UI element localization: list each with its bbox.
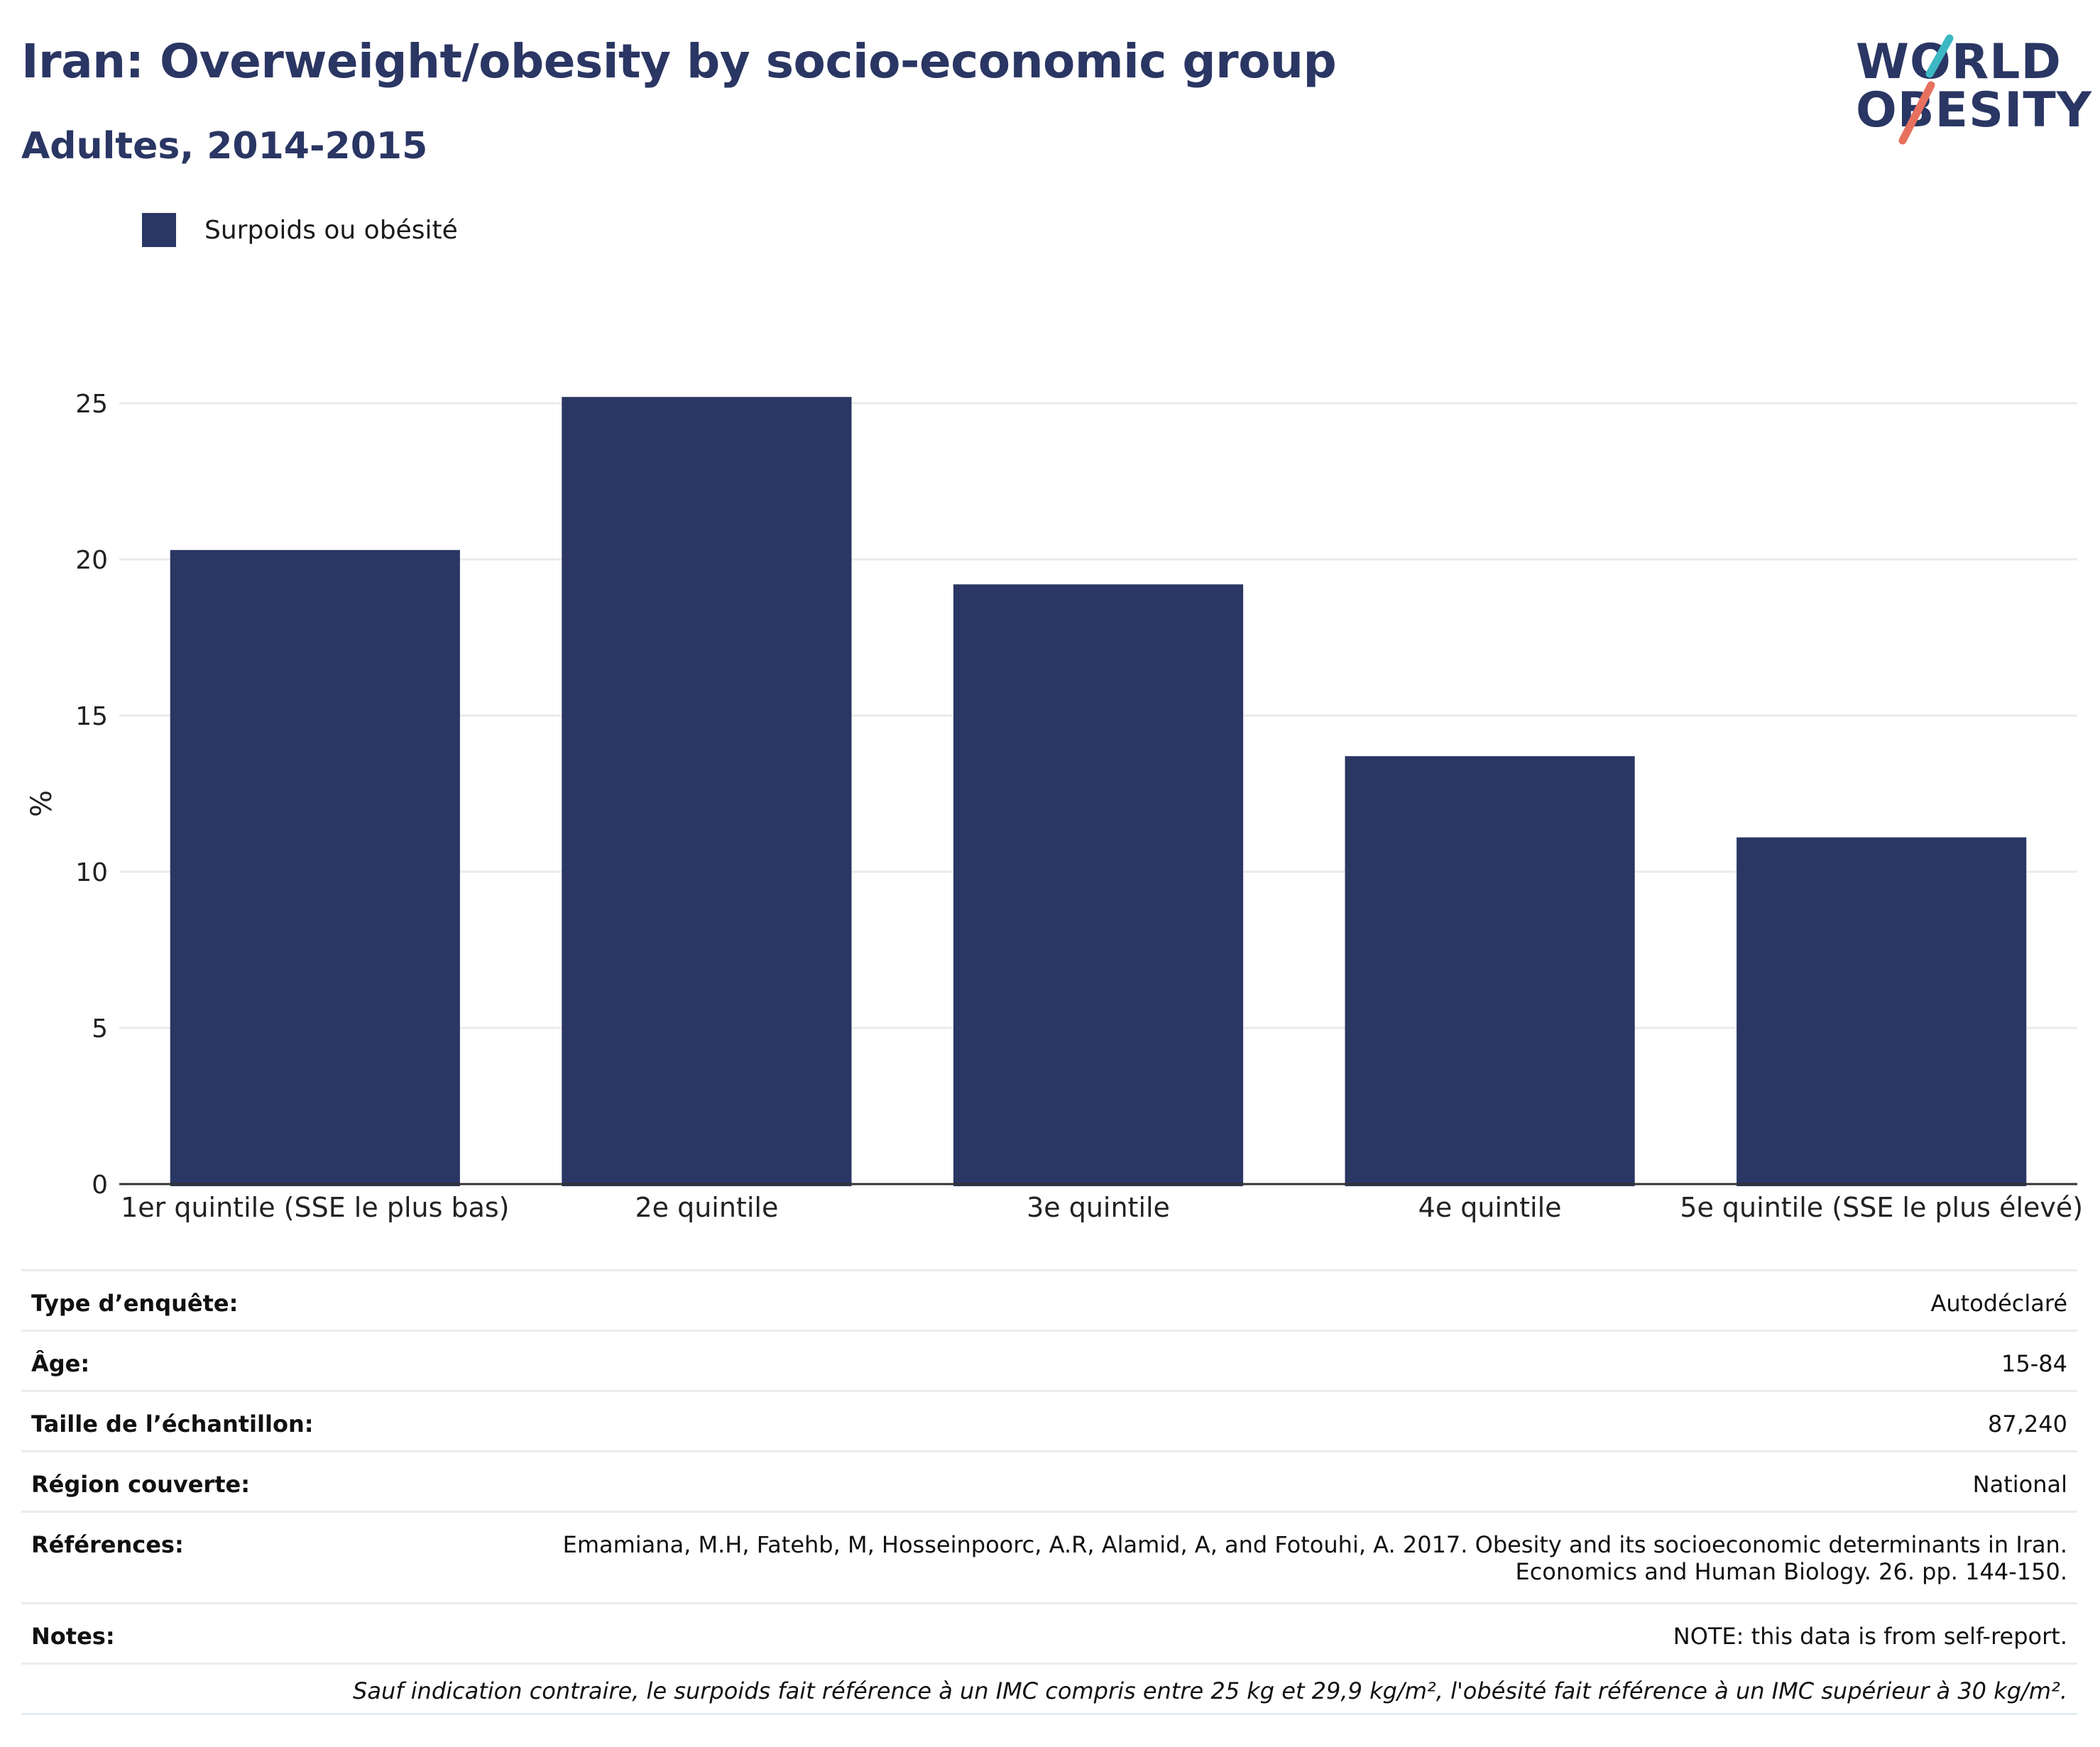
bar [953,584,1244,1186]
logo-word-obesity: OBESITY [1856,82,2092,138]
x-tick-label: 2e quintile [635,1192,778,1223]
info-value: 87,240 [361,1390,2077,1452]
logo-word-world: WORLD [1856,34,2062,90]
bar [170,549,460,1186]
info-row-references: Références: Emamiana, M.H, Fatehb, M, Ho… [21,1511,2077,1604]
info-key: Notes: [21,1602,361,1664]
legend-label: Surpoids ou obésité [204,216,458,245]
info-row-survey-type: Type d’enquête: Autodéclaré [21,1269,2077,1331]
y-tick-label: 0 [92,1171,108,1200]
y-tick-label: 20 [75,546,108,575]
x-tick-label: 4e quintile [1418,1192,1562,1223]
survey-info-table: Type d’enquête: Autodéclaré Âge: 15-84 T… [21,1269,2077,1715]
info-value: Emamiana, M.H, Fatehb, M, Hosseinpoorc, … [361,1511,2077,1604]
info-row-notes: Notes: NOTE: this data is from self-repo… [21,1602,2077,1664]
reference-line-2: Economics and Human Biology. 26. pp. 144… [1515,1558,2067,1585]
info-value: 15-84 [361,1330,2077,1391]
y-tick-label: 25 [75,390,108,419]
chart-subtitle: Adultes, 2014-2015 [21,125,428,168]
y-axis-title: % [26,790,58,817]
y-tick-label: 15 [75,702,108,731]
x-tick-label: 3e quintile [1027,1192,1170,1223]
info-value: Autodéclaré [361,1269,2077,1331]
info-key: Âge: [21,1330,361,1391]
world-obesity-logo: WORLD OBESITY [1846,20,2091,155]
logo-slash-icon [1898,34,1954,145]
chart-title: Iran: Overweight/obesity by socio-econom… [21,34,1337,89]
info-row-sample-size: Taille de l’échantillon: 87,240 [21,1390,2077,1452]
x-tick-label: 1er quintile (SSE le plus bas) [121,1192,509,1223]
x-tick-label: 5e quintile (SSE le plus élevé) [1680,1192,2083,1223]
info-key: Taille de l’échantillon: [21,1390,361,1452]
y-tick-label: 10 [75,858,108,887]
bar [562,397,852,1187]
info-value: National [361,1450,2077,1512]
y-tick-label: 5 [92,1014,108,1044]
bar [1345,756,1635,1186]
info-value: NOTE: this data is from self-report. [361,1602,2077,1664]
info-key: Type d’enquête: [21,1269,361,1331]
info-key: Région couverte: [21,1450,361,1512]
info-key: Références: [21,1511,361,1604]
legend-swatch [142,213,176,247]
info-row-age: Âge: 15-84 [21,1330,2077,1391]
reference-line-1: Emamiana, M.H, Fatehb, M, Hosseinpoorc, … [562,1531,2067,1558]
bar-chart: 0 5 10 15 20 25% 1er quintile (SSE le plus bas… [26,390,2083,1223]
bar [1737,837,2027,1186]
footnote: Sauf indication contraire, le surpoids f… [21,1663,2077,1715]
info-row-footnote: Sauf indication contraire, le surpoids f… [21,1663,2077,1715]
info-row-region: Région couverte: National [21,1450,2077,1512]
